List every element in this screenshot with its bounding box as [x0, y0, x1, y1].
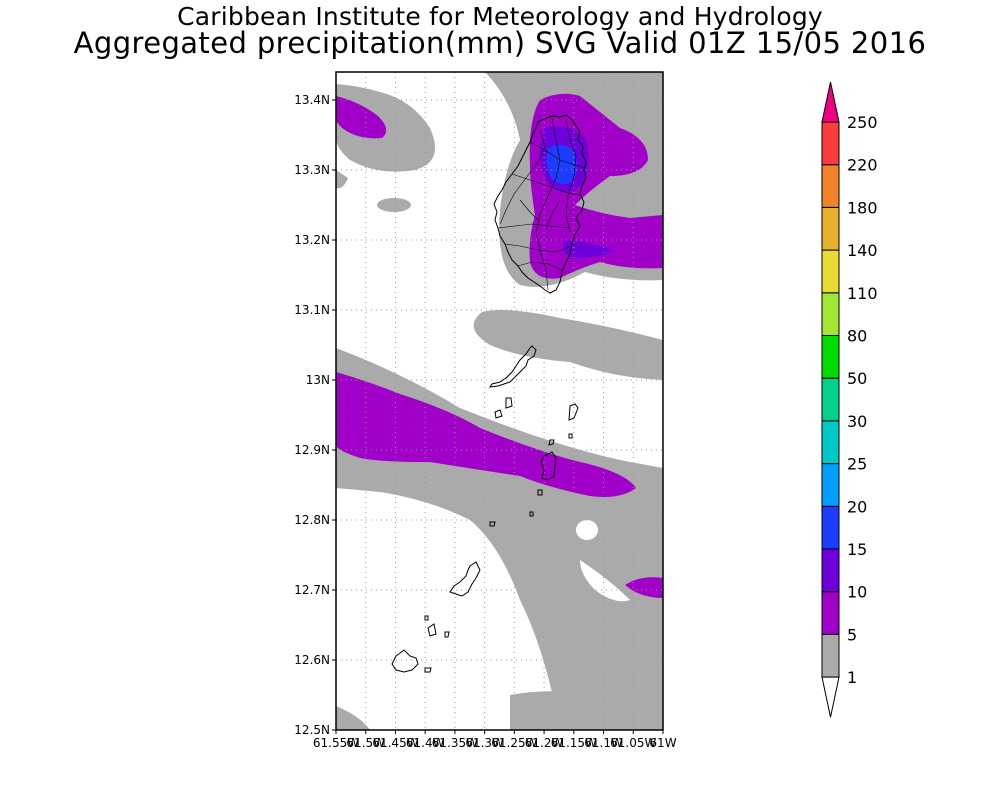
- lon-tick-label: 61.05W: [610, 736, 656, 750]
- lon-tick-label: 61.1W: [584, 736, 623, 750]
- lon-tick-label: 61.15W: [551, 736, 597, 750]
- colorbar-segment: [821, 633, 840, 678]
- st-vincent-coast: [493, 114, 587, 294]
- colorbar-label: 110: [847, 284, 878, 303]
- lat-tick-label: 13.2N: [294, 233, 330, 247]
- lat-tick-label: 13.1N: [294, 303, 330, 317]
- colorbar-label: 80: [847, 327, 867, 346]
- latitude-axis: 13.4N 13.3N 13.2N 13.1N 13N 12.9N 12.8N 12.7N 12…: [294, 93, 336, 737]
- islet-coast-6: [489, 521, 496, 527]
- colorbar-label: 220: [847, 156, 878, 175]
- colorbar-segment: [821, 206, 840, 251]
- colorbar-segment: [821, 463, 840, 507]
- islet-coast-5: [529, 511, 534, 517]
- precip-holes: [576, 520, 630, 602]
- colorbar-label: 10: [847, 583, 867, 602]
- precip-field: [336, 72, 663, 730]
- canouan-coast: [548, 439, 555, 446]
- islet-coast-7: [424, 615, 429, 621]
- colorbar-label: 15: [847, 540, 867, 559]
- lat-tick-label: 12.5N: [294, 723, 330, 737]
- colorbar-label: 1: [847, 668, 857, 687]
- bequia-coast: [488, 345, 537, 388]
- colorbar-segment: [821, 505, 840, 550]
- islet-coast-1: [494, 409, 503, 419]
- colorbar-segment: [821, 164, 840, 208]
- colorbar-label: 30: [847, 412, 867, 431]
- mustique-coast: [505, 397, 513, 409]
- islet-coast-4: [537, 489, 543, 496]
- colorbar-segment: [821, 591, 840, 635]
- lon-tick-label: 61.35W: [432, 736, 478, 750]
- st-vincent-boundaries: [497, 117, 587, 291]
- islet-coast-3: [568, 433, 573, 439]
- precip-band-15-20: [546, 144, 577, 184]
- colorbar-label: 140: [847, 241, 878, 260]
- lon-tick-label: 61.25W: [491, 736, 537, 750]
- map-panel: [335, 71, 664, 731]
- map-title: Caribbean Institute for Meteorology and …: [177, 2, 823, 31]
- lat-tick-label: 12.6N: [294, 653, 330, 667]
- lon-tick-label: 61.3W: [465, 736, 504, 750]
- colorbar-under-triangle: [821, 676, 840, 718]
- lon-tick-label: 61.45W: [372, 736, 418, 750]
- islet-coast-9: [444, 631, 450, 638]
- colorbar-label: 5: [847, 625, 857, 644]
- colorbar-segment: [821, 377, 840, 422]
- lon-tick-label: 61.4W: [406, 736, 445, 750]
- map-frame: [335, 71, 664, 731]
- colorbar-segment: [821, 292, 840, 336]
- colorbar-over-triangle: [821, 81, 840, 123]
- lat-tick-label: 12.8N: [294, 513, 330, 527]
- lat-tick-label: 13.4N: [294, 93, 330, 107]
- lon-tick-label: 61W: [649, 736, 676, 750]
- colorbar-label: 180: [847, 198, 878, 217]
- lon-tick-label: 61.5W: [346, 736, 385, 750]
- lat-tick-label: 13N: [306, 373, 330, 387]
- colorbar-segment: [821, 121, 840, 166]
- colorbar-segment: [821, 548, 840, 593]
- colorbar-label: 25: [847, 455, 867, 474]
- petite-martinique-coast: [391, 649, 419, 673]
- colorbar-label: 20: [847, 497, 867, 516]
- lat-tick-label: 12.7N: [294, 583, 330, 597]
- colorbar-label: 50: [847, 369, 867, 388]
- carriacou-coast: [449, 561, 481, 597]
- lat-tick-label: 12.9N: [294, 443, 330, 457]
- colorbar-label: 250: [847, 113, 878, 132]
- lon-tick-label: 61.2W: [525, 736, 564, 750]
- lat-tick-label: 13.3N: [294, 163, 330, 177]
- colorbar-segment: [821, 335, 840, 379]
- coastlines: [391, 114, 587, 673]
- islet-coast-10: [424, 667, 432, 673]
- colorbar-segment: [821, 420, 840, 465]
- colorbar-segment: [821, 249, 840, 294]
- islet-coast-2: [568, 403, 579, 421]
- union-island-coast: [540, 451, 557, 481]
- map-subtitle: Aggregated precipitation(mm) SVG Valid 0…: [73, 26, 927, 60]
- islet-coast-8: [427, 623, 437, 637]
- longitude-axis: 61.55W61.5W61.45W61.4W61.35W61.3W61.25W6…: [313, 730, 677, 750]
- lon-tick-label: 61.55W: [313, 736, 359, 750]
